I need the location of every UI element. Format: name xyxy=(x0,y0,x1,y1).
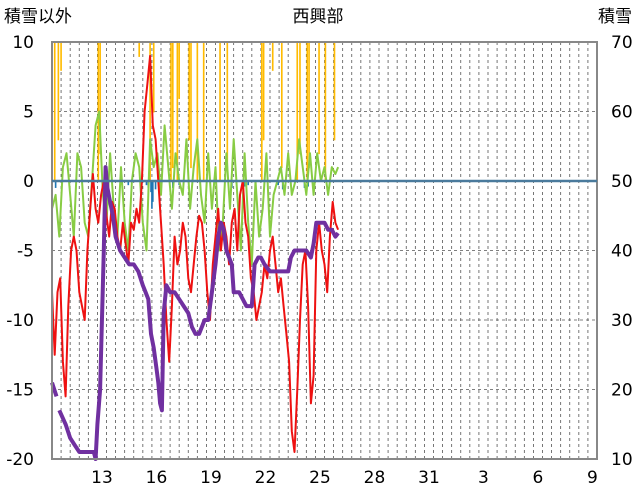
snow-change-bar xyxy=(152,181,154,202)
left-tick-label: -15 xyxy=(6,381,34,401)
precipitation-bar xyxy=(57,43,60,141)
precipitation-bar xyxy=(170,43,172,182)
right-axis-ticks: 70 60 50 40 30 20 10 xyxy=(611,33,633,470)
precipitation-bar xyxy=(299,43,301,155)
precipitation-bar xyxy=(138,43,141,57)
precipitation-bar xyxy=(60,43,62,71)
x-tick-label: 19 xyxy=(200,468,222,488)
precipitation-bar xyxy=(149,43,151,182)
x-tick-label: 9 xyxy=(587,468,598,488)
right-tick-label: 50 xyxy=(611,172,633,192)
right-axis-label: 積雪 xyxy=(598,7,632,27)
precipitation-bar xyxy=(171,43,174,169)
snow-change-bar xyxy=(150,181,152,193)
x-tick-label: 28 xyxy=(364,468,386,488)
precipitation-bar xyxy=(296,43,299,182)
snow-change-bar xyxy=(151,181,153,209)
precipitation-bar xyxy=(99,43,101,155)
left-axis-ticks: 10 5 0 -5 -10 -15 -20 xyxy=(6,33,34,470)
left-tick-label: -10 xyxy=(6,311,34,331)
precipitation-bar xyxy=(178,43,180,99)
precipitation-bar xyxy=(318,43,320,155)
chart-title: 西興部 xyxy=(293,7,344,27)
x-tick-label: 13 xyxy=(91,468,113,488)
precipitation-bar xyxy=(202,43,205,182)
snow-change-bar xyxy=(247,181,250,186)
snow-change-bar xyxy=(54,181,57,188)
snow-change-bar xyxy=(154,181,157,190)
precipitation-bar xyxy=(188,43,190,141)
x-axis-ticks: 13 16 19 22 25 28 31 3 6 9 xyxy=(91,468,598,488)
precipitation-bar xyxy=(280,43,283,169)
left-tick-label: 0 xyxy=(23,172,34,192)
precipitation-bar xyxy=(226,43,229,169)
x-tick-label: 16 xyxy=(146,468,168,488)
snow-change-bar xyxy=(145,181,148,186)
left-tick-label: 5 xyxy=(23,103,34,123)
precipitation-bar xyxy=(152,43,155,113)
right-tick-label: 70 xyxy=(611,33,633,53)
right-tick-label: 20 xyxy=(611,381,633,401)
precipitation-bar xyxy=(196,43,199,182)
snow-change-bar xyxy=(243,181,246,187)
snow-change-bar xyxy=(277,181,279,186)
precipitation-bar xyxy=(308,43,310,169)
left-axis-label: 積雪以外 xyxy=(4,7,72,27)
right-tick-label: 60 xyxy=(611,103,633,123)
x-tick-label: 6 xyxy=(533,468,544,488)
snow-change-bar xyxy=(127,181,130,186)
temperature-line xyxy=(51,54,340,453)
precipitation-bar xyxy=(261,43,263,182)
precipitation-bar xyxy=(333,43,336,141)
precipitation-bar xyxy=(324,43,327,182)
precipitation-bar xyxy=(53,43,56,182)
x-tick-label: 3 xyxy=(478,468,489,488)
right-tick-label: 10 xyxy=(611,450,633,470)
precipitation-bar xyxy=(306,43,309,182)
sunshine-line xyxy=(51,110,340,266)
left-tick-label: -20 xyxy=(6,450,34,470)
plot-frame xyxy=(51,41,598,460)
precipitation-bar xyxy=(190,43,192,169)
precipitation-bar xyxy=(219,43,221,182)
x-tick-label: 25 xyxy=(309,468,331,488)
precipitation-bar xyxy=(262,43,265,141)
left-tick-label: 10 xyxy=(12,33,34,53)
precipitation-bars xyxy=(53,43,336,182)
left-tick-label: -5 xyxy=(17,242,34,262)
x-tick-label: 22 xyxy=(255,468,277,488)
grid-lines xyxy=(52,42,597,459)
precipitation-bar xyxy=(176,43,179,182)
precipitation-bar xyxy=(271,43,274,71)
x-tick-label: 31 xyxy=(418,468,440,488)
series-lines xyxy=(50,54,340,461)
right-tick-label: 30 xyxy=(611,311,633,331)
right-tick-label: 40 xyxy=(611,242,633,262)
